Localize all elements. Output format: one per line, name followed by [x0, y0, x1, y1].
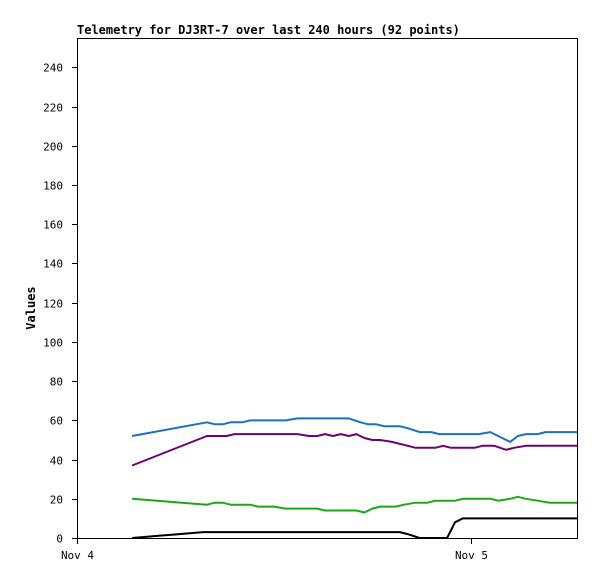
y-axis-ticks: 0 20 40 60 80 100 120 140 160 180 200 220 240: [43, 62, 77, 546]
y-tick-label: 120: [43, 298, 63, 311]
y-tick-label: 100: [43, 337, 63, 350]
y-tick-label: 80: [50, 376, 63, 389]
y-tick-label: 180: [43, 180, 63, 193]
x-tick-label: Nov 5: [455, 549, 488, 562]
y-tick-label: 240: [43, 62, 63, 75]
series-line-4: [132, 517, 577, 539]
y-tick-label: 20: [50, 494, 63, 507]
series-lines: [131, 417, 577, 539]
series-line-3: [132, 495, 577, 514]
y-axis-label: Values: [24, 286, 38, 329]
series-line-2: [131, 433, 577, 467]
chart-title: Telemetry for DJ3RT-7 over last 240 hour…: [77, 23, 460, 37]
series-line-1: [131, 417, 577, 443]
y-tick-label: 220: [43, 102, 63, 115]
y-tick-label: 0: [56, 533, 63, 546]
y-tick-label: 40: [50, 455, 63, 468]
y-tick-label: 60: [50, 415, 63, 428]
x-axis-ticks: Nov 4 Nov 5: [61, 538, 488, 562]
x-tick-label: Nov 4: [61, 549, 94, 562]
y-tick-label: 160: [43, 219, 63, 232]
plot-frame: [77, 38, 578, 539]
y-tick-label: 200: [43, 141, 63, 154]
y-tick-label: 140: [43, 258, 63, 271]
